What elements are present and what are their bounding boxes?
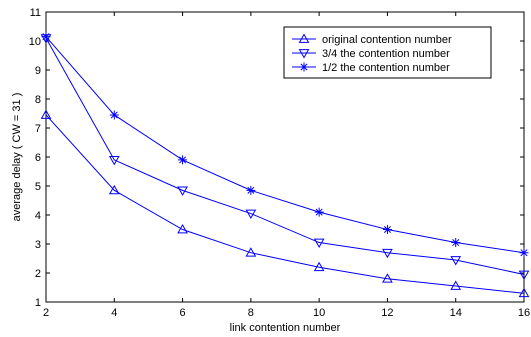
series-3 [41,32,529,258]
legend-marker [299,62,309,72]
data-point [313,238,325,249]
x-tick-label: 2 [43,307,49,319]
legend-item: 1/2 the contention number [292,62,450,74]
y-tick-label: 11 [30,7,41,19]
data-point [313,261,325,272]
y-axis-label: average delay ( CW = 31 ) [11,93,23,222]
y-tick-label: 1 [35,297,41,309]
legend-box [283,26,492,79]
y-tick-label: 7 [35,123,41,135]
y-tick-label: 5 [35,181,41,193]
data-point [382,273,393,283]
data-point [41,32,51,42]
x-tick-label: 8 [248,307,254,319]
series-line [45,114,525,294]
data-point [314,207,324,217]
legend-item: original contention number [292,33,452,46]
data-point [451,238,461,248]
y-tick-label: 8 [35,94,41,106]
x-tick-label: 4 [111,307,117,319]
series-layer [40,32,530,298]
data-point [450,280,462,290]
data-point [518,270,530,280]
data-point [450,256,462,266]
series-1 [40,109,530,298]
series-line [45,37,525,275]
data-point [518,287,530,298]
data-point [519,248,529,258]
x-tick-label: 16 [518,307,530,319]
legend-marker [298,49,310,59]
y-tick-label: 4 [35,210,41,222]
x-tick-label: 10 [313,307,325,319]
y-tick-label: 9 [35,65,41,77]
legend-marker [298,33,310,43]
data-point [177,223,188,234]
legend: original contention number 3/4 the conten… [283,26,492,79]
data-point [108,184,120,195]
legend-label: 3/4 the contention number [322,48,450,60]
data-point [109,110,119,120]
series-2 [40,34,530,280]
y-tick-label: 10 [29,36,41,48]
data-point [382,225,392,234]
data-point [245,209,257,220]
y-tick-label: 6 [35,152,41,164]
legend-label: original contention number [322,34,452,46]
data-point [178,155,188,165]
x-tick-label: 6 [180,307,186,319]
y-tick-label: 3 [35,239,41,251]
data-point [382,248,393,259]
legend-item: 3/4 the contention number [292,48,450,60]
x-tick-label: 12 [381,307,393,319]
x-tick-label: 14 [450,307,462,319]
data-point [245,247,257,257]
legend-label: 1/2 the contention number [322,62,450,74]
data-point [40,109,52,119]
data-point [177,186,188,196]
x-axis-label: link contention number [230,322,341,334]
data-point [108,156,120,166]
series-line [45,36,525,254]
y-tick-label: 2 [35,268,41,280]
data-point [246,185,256,195]
